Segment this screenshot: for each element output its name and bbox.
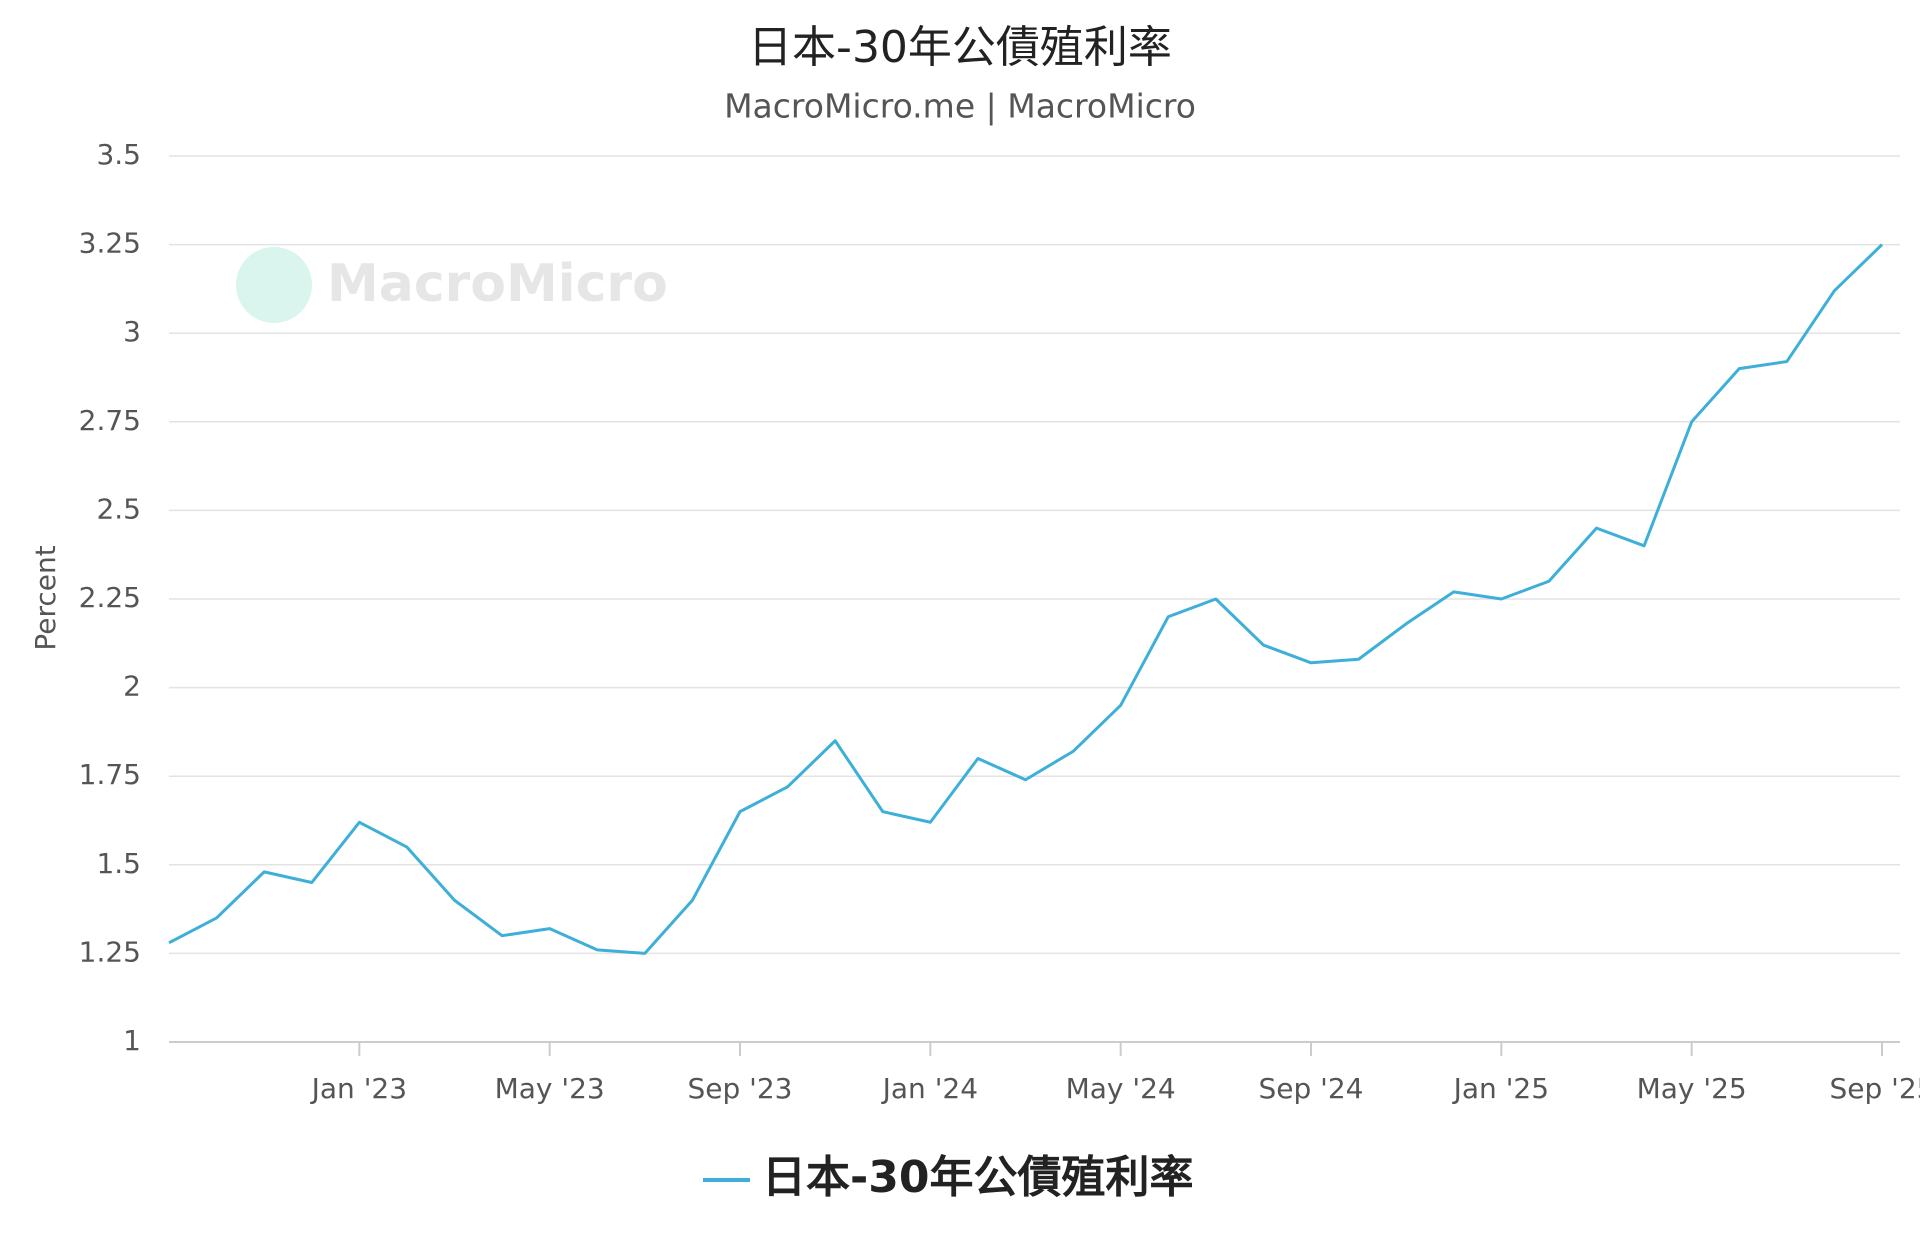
legend-label: 日本-30年公債殖利率 <box>762 1152 1194 1203</box>
y-tick-label: 3 <box>123 315 141 348</box>
x-tick-label: Sep '24 <box>1259 1072 1364 1105</box>
watermark: MacroMicro <box>327 254 668 314</box>
chart-subtitle: MacroMicro.me | MacroMicro <box>724 87 1196 126</box>
chart-title: 日本-30年公債殖利率 <box>748 22 1172 73</box>
x-tick-label: Jan '23 <box>310 1072 407 1105</box>
x-tick-label: Jan '24 <box>881 1072 978 1105</box>
y-tick-label: 2.75 <box>79 404 141 437</box>
x-tick-label: Sep '25 <box>1830 1072 1920 1105</box>
x-tick-label: May '24 <box>1066 1072 1176 1105</box>
y-tick-label: 3.5 <box>96 138 141 171</box>
y-tick-label: 1 <box>123 1024 141 1057</box>
y-tick-label: 1.25 <box>79 935 141 968</box>
y-tick-label: 2.25 <box>79 581 141 614</box>
y-axis-label: Percent <box>29 545 62 650</box>
data-line <box>168 243 1884 955</box>
x-tick-label: May '23 <box>495 1072 605 1105</box>
y-tick-label: 1.5 <box>96 847 141 880</box>
y-tick-label: 3.25 <box>79 227 141 260</box>
y-tick-label: 2.5 <box>96 492 141 525</box>
y-tick-label: 2 <box>123 670 141 703</box>
x-tick-label: Sep '23 <box>688 1072 793 1105</box>
x-tick-label: May '25 <box>1637 1072 1747 1105</box>
watermark-logo <box>236 247 312 323</box>
y-tick-label: 1.75 <box>79 758 141 791</box>
x-tick-label: Jan '25 <box>1452 1072 1549 1105</box>
